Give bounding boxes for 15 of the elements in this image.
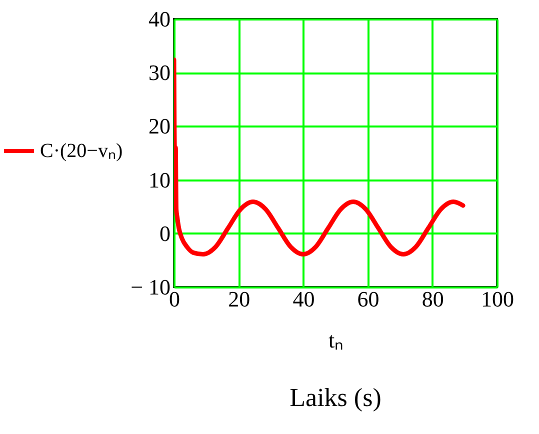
- y-tick-label: 30: [148, 60, 170, 86]
- y-tick-label: 0: [160, 220, 170, 246]
- y-tick-label: 40: [148, 6, 170, 32]
- x-tick-label: 40: [292, 286, 315, 312]
- x-tick-label: 60: [357, 286, 380, 312]
- x-tick-label: 20: [228, 286, 250, 312]
- y-tick-label: 10: [148, 167, 170, 192]
- text: Laiks (s): [290, 383, 382, 412]
- line-series: [174, 57, 466, 257]
- x-axis-title: tₙ: [328, 328, 344, 352]
- x-tick-label: 100: [481, 286, 514, 312]
- legend-label: C·(20−vₙ): [40, 140, 123, 162]
- y-tick-label: 20: [148, 114, 170, 139]
- y-tick-label: − 10: [130, 274, 170, 300]
- x-tick-label: 80: [422, 286, 444, 312]
